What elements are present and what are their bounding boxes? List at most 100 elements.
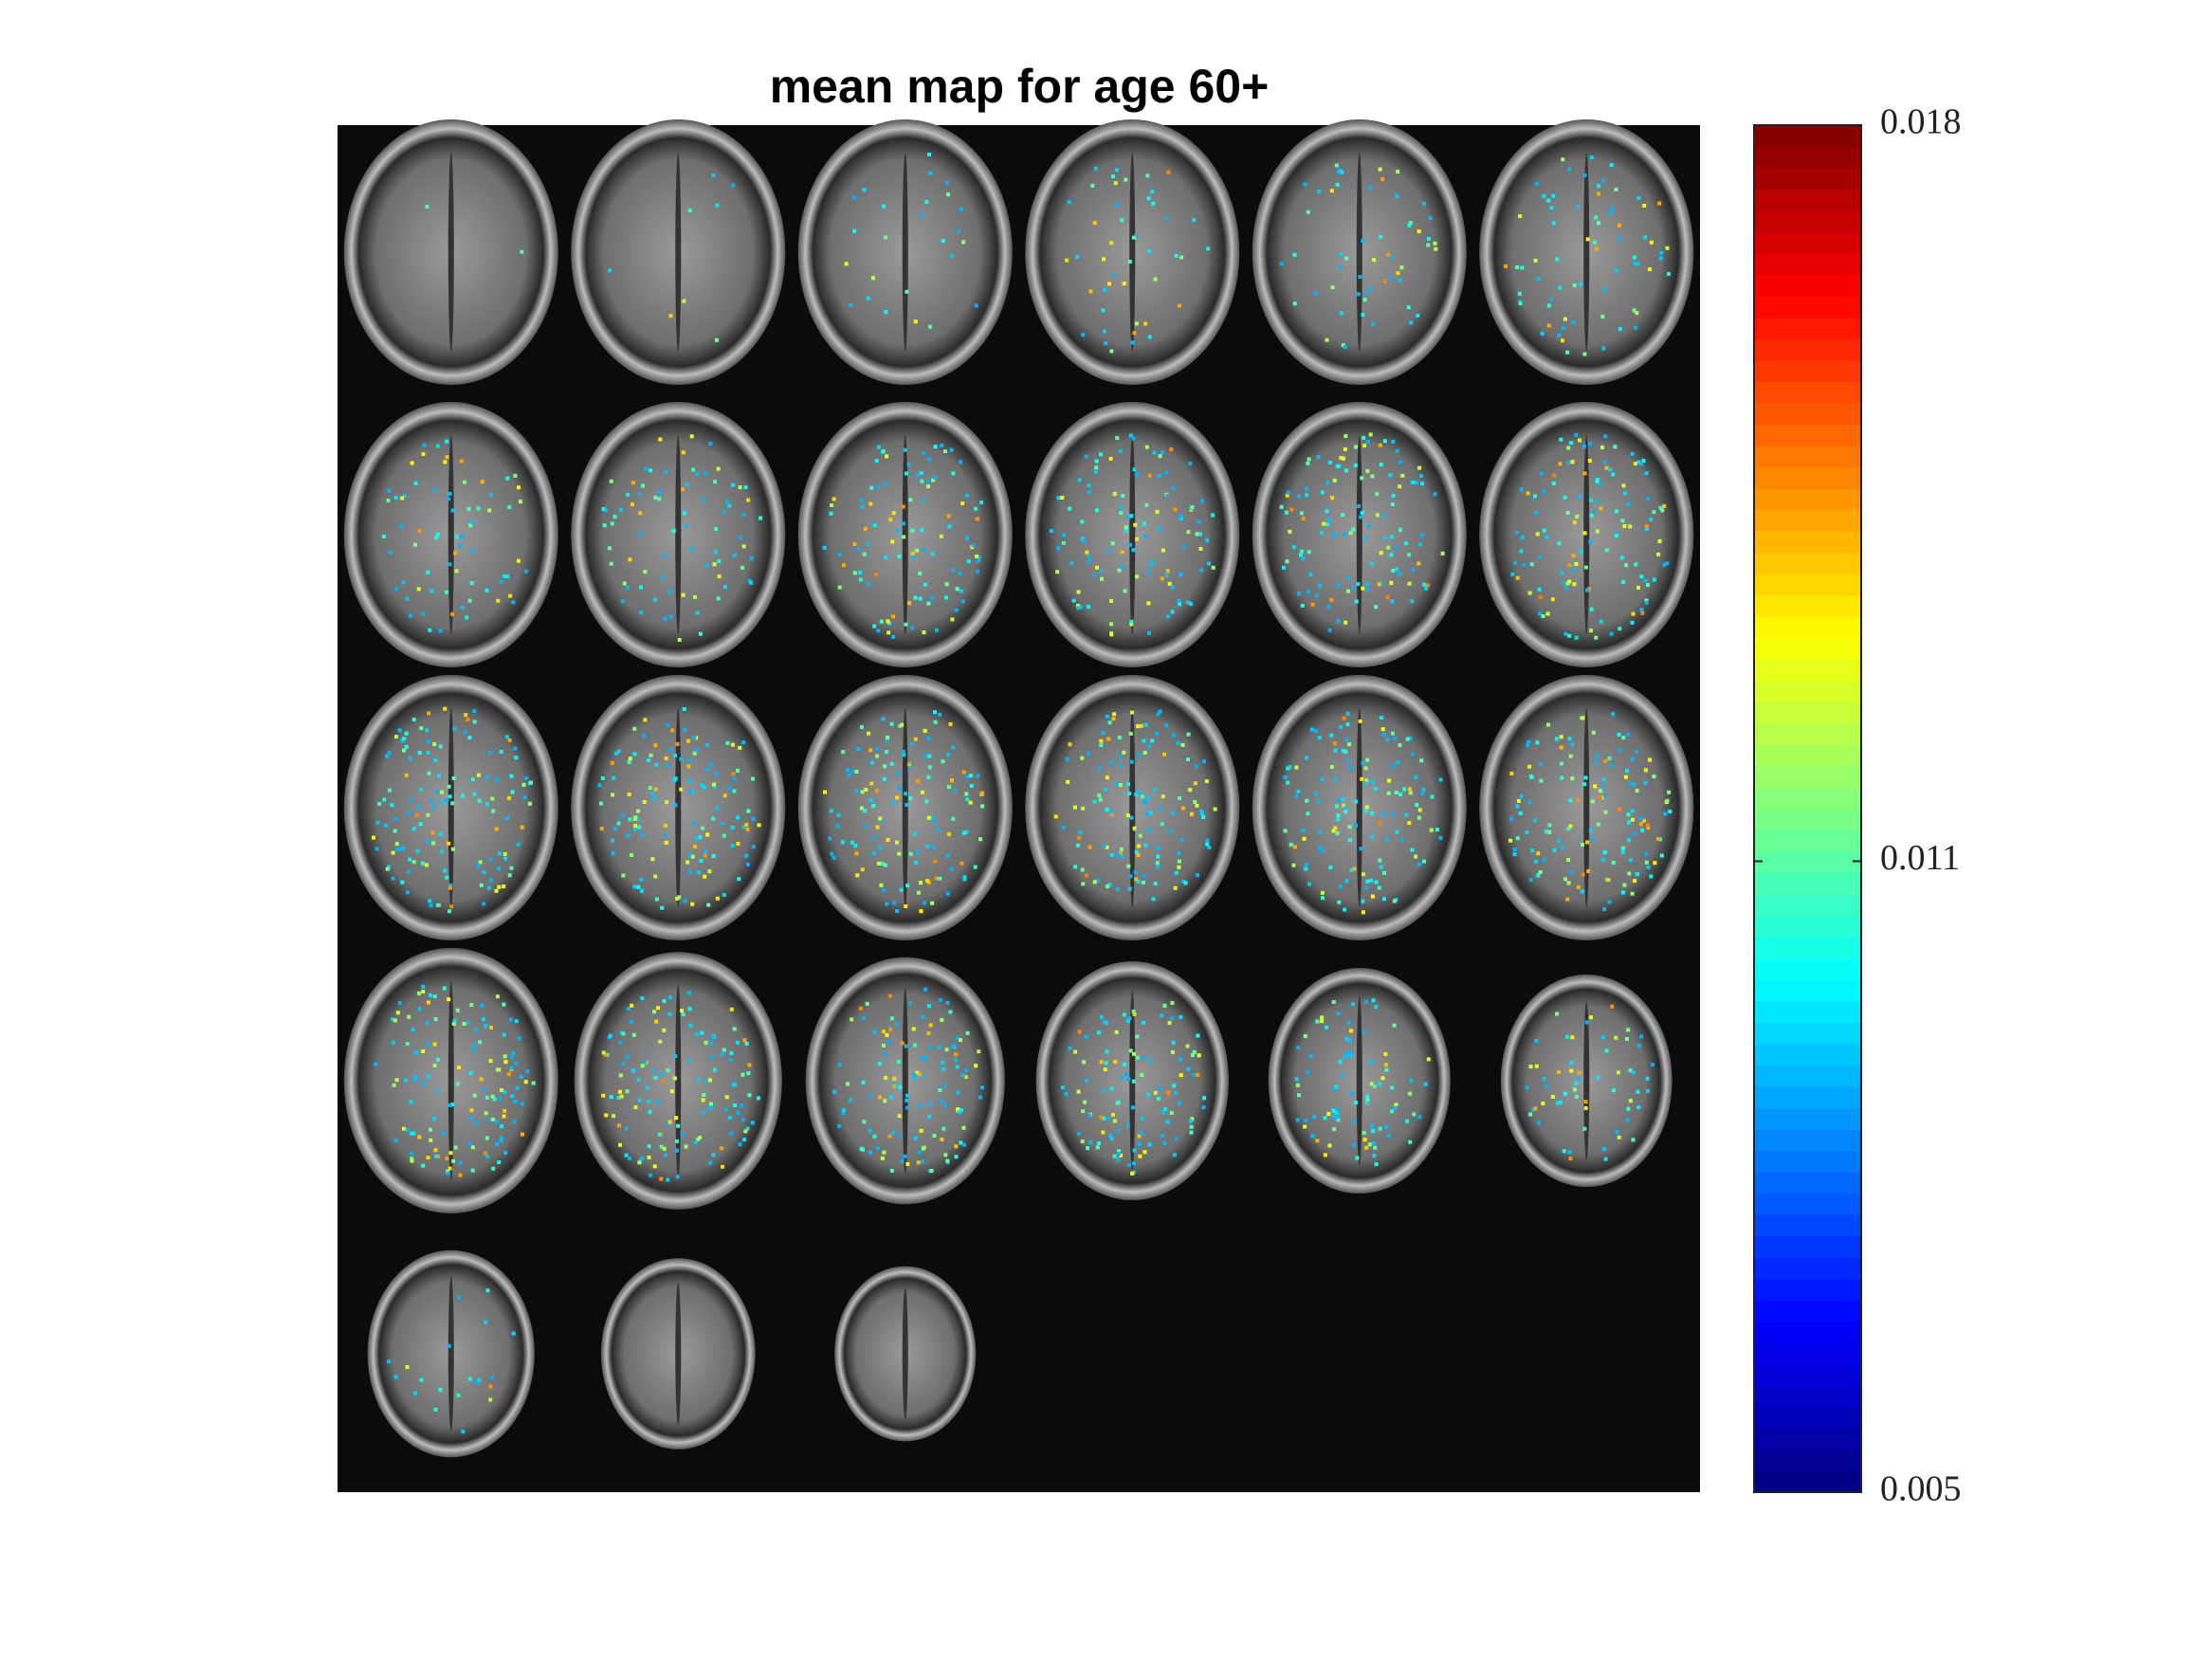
- activation-speck: [1529, 562, 1534, 567]
- activation-speck: [1306, 461, 1310, 465]
- activation-speck: [628, 557, 632, 562]
- activation-speck: [1338, 884, 1343, 889]
- activation-speck: [1555, 1012, 1560, 1016]
- activation-speck: [1105, 884, 1109, 888]
- activation-speck: [607, 546, 612, 551]
- activation-speck: [1288, 765, 1292, 770]
- activation-speck: [1116, 852, 1121, 857]
- activation-speck: [1304, 486, 1308, 491]
- activation-speck: [1084, 873, 1088, 878]
- activation-speck: [413, 1050, 418, 1055]
- activation-speck: [1561, 157, 1565, 162]
- activation-speck: [1109, 598, 1114, 603]
- activation-speck: [1408, 1091, 1413, 1096]
- activation-speck: [741, 512, 746, 517]
- activation-speck: [884, 1075, 888, 1080]
- activation-speck: [454, 569, 459, 574]
- activation-speck: [506, 1072, 511, 1077]
- activation-speck: [1368, 432, 1373, 437]
- activation-speck: [1405, 737, 1410, 741]
- activation-speck: [409, 1100, 413, 1104]
- activation-speck: [408, 857, 412, 862]
- colorbar-band: [1754, 680, 1861, 702]
- activation-speck: [964, 792, 969, 796]
- activation-speck: [1572, 568, 1577, 573]
- activation-speck: [1306, 210, 1310, 214]
- activation-speck: [520, 1102, 524, 1106]
- activation-speck: [1393, 736, 1398, 740]
- activation-speck: [1143, 1056, 1147, 1061]
- activation-speck: [933, 445, 938, 449]
- activation-speck: [410, 1131, 414, 1136]
- colorbar-band: [1754, 1172, 1861, 1194]
- activation-speck: [946, 192, 951, 197]
- activation-speck: [1649, 517, 1654, 521]
- activation-speck: [830, 502, 834, 507]
- activation-speck: [1354, 599, 1359, 604]
- activation-speck: [1128, 731, 1133, 736]
- activation-speck: [850, 1017, 854, 1022]
- activation-speck: [1179, 514, 1183, 519]
- activation-speck: [1378, 1126, 1382, 1131]
- activation-speck: [431, 841, 436, 846]
- activation-speck: [1112, 1119, 1117, 1123]
- activation-speck: [1176, 740, 1180, 745]
- activation-speck: [1146, 794, 1151, 799]
- activation-speck: [1563, 495, 1567, 500]
- activation-speck: [1425, 583, 1430, 588]
- activation-speck: [654, 897, 659, 902]
- activation-speck: [1110, 541, 1115, 546]
- activation-speck: [618, 507, 623, 512]
- activation-speck: [1132, 467, 1137, 472]
- activation-speck: [1078, 830, 1083, 835]
- activation-speck: [1134, 877, 1139, 882]
- activation-speck: [1131, 1051, 1136, 1056]
- activation-speck: [404, 773, 409, 777]
- colorbar-band: [1754, 1406, 1861, 1430]
- activation-speck: [371, 835, 375, 840]
- activation-speck: [1196, 1072, 1200, 1077]
- activation-speck: [1537, 587, 1542, 592]
- activation-speck: [415, 848, 420, 853]
- activation-speck: [1536, 277, 1541, 282]
- activation-speck: [1344, 805, 1348, 810]
- activation-speck: [420, 861, 425, 866]
- activation-speck: [1179, 1073, 1183, 1078]
- activation-speck: [884, 482, 888, 486]
- activation-speck: [1391, 812, 1396, 817]
- activation-speck: [432, 1117, 437, 1121]
- activation-speck: [1390, 731, 1395, 736]
- activation-speck: [920, 1055, 924, 1060]
- activation-speck: [1396, 170, 1400, 174]
- activation-speck: [507, 504, 512, 509]
- activation-speck: [708, 441, 713, 446]
- activation-speck: [1142, 521, 1146, 526]
- activation-speck: [405, 1042, 410, 1047]
- activation-speck: [1361, 586, 1365, 591]
- activation-speck: [736, 841, 740, 846]
- activation-speck: [1146, 601, 1151, 606]
- activation-speck: [1337, 797, 1342, 802]
- activation-speck: [1323, 1153, 1327, 1158]
- activation-speck: [1581, 444, 1586, 448]
- activation-speck: [1581, 842, 1585, 847]
- activation-speck: [1080, 520, 1085, 524]
- activation-speck: [612, 515, 617, 520]
- colorbar-band: [1754, 787, 1861, 810]
- activation-speck: [1285, 493, 1289, 498]
- activation-speck: [1109, 241, 1114, 246]
- activation-speck: [441, 1131, 446, 1136]
- activation-speck: [1611, 472, 1616, 477]
- activation-speck: [978, 1095, 983, 1100]
- activation-speck: [421, 1049, 426, 1054]
- activation-speck: [640, 996, 645, 1001]
- activation-speck: [1558, 285, 1563, 290]
- activation-speck: [1127, 260, 1132, 264]
- activation-speck: [1134, 849, 1139, 854]
- activation-speck: [910, 551, 915, 556]
- activation-speck: [1598, 789, 1602, 793]
- activation-speck: [1365, 1098, 1370, 1103]
- activation-speck: [1603, 810, 1608, 814]
- activation-speck: [1180, 879, 1185, 884]
- colorbar-band: [1754, 1300, 1861, 1322]
